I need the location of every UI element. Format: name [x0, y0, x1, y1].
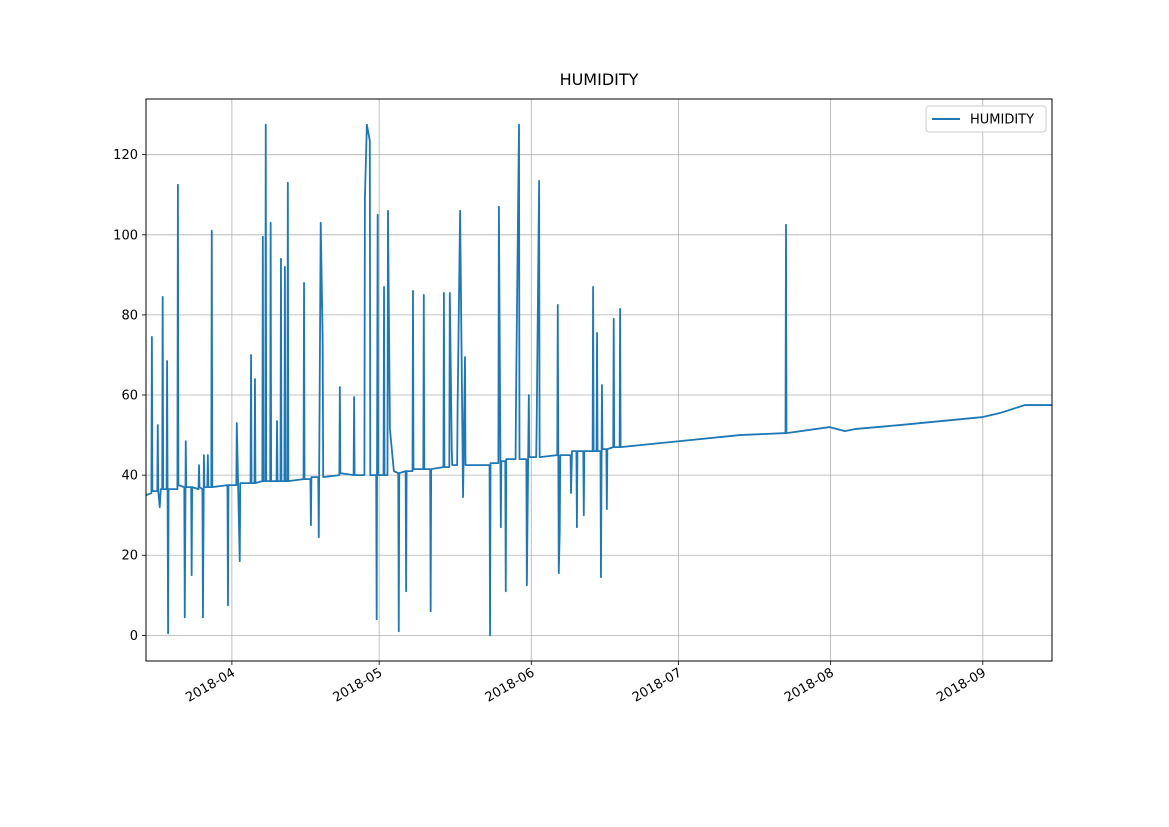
- y-tick-label: 120: [113, 148, 138, 163]
- legend-box: [925, 105, 1047, 133]
- chart-title: HUMIDITY: [560, 70, 639, 89]
- plot-frame: [145, 98, 1053, 662]
- y-tick-label: 40: [121, 469, 138, 484]
- legend-label: HUMIDITY: [970, 113, 1034, 128]
- data-line: [145, 123, 1052, 637]
- y-tick-label: 20: [121, 549, 138, 564]
- y-tick-label: 60: [121, 389, 138, 404]
- y-tick-label: 100: [113, 228, 138, 243]
- y-tick-label: 80: [121, 308, 138, 323]
- y-tick-label: 0: [130, 629, 138, 644]
